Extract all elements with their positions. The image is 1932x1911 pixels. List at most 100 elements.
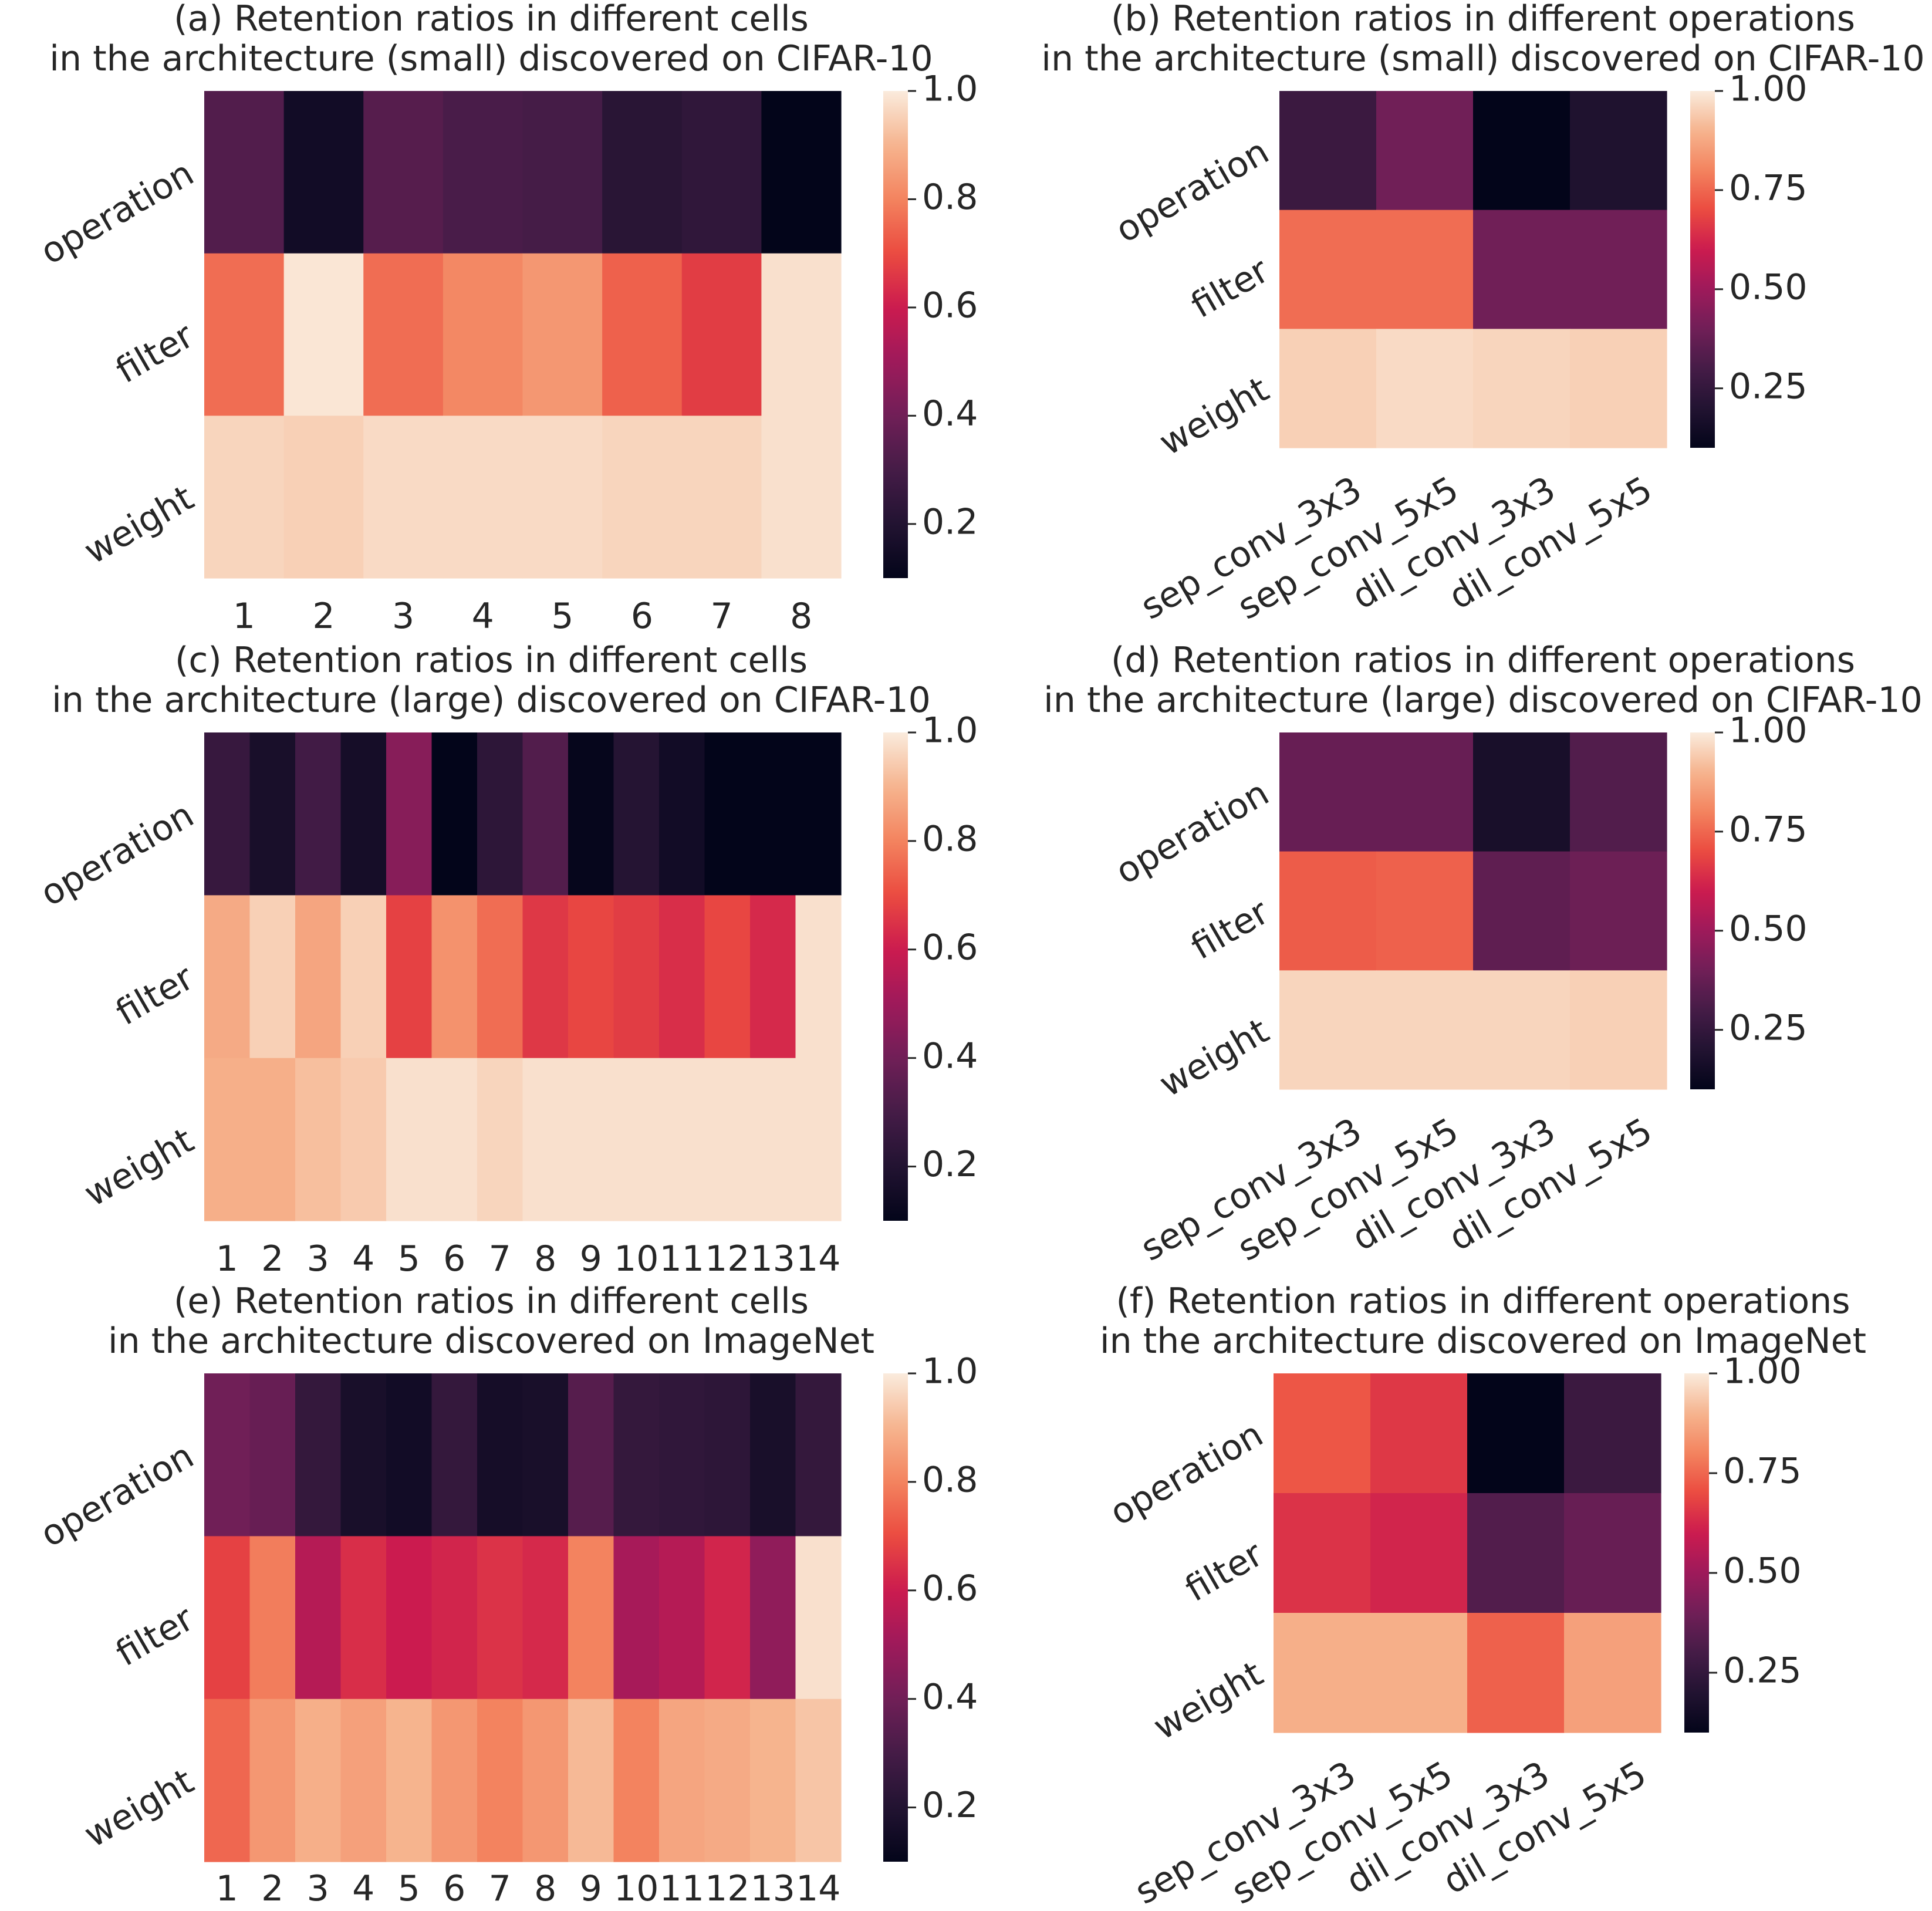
colorbar [1690, 732, 1715, 1089]
row-label: filter [1184, 892, 1276, 968]
heatmap-cell [761, 416, 842, 579]
heatmap-cell [750, 732, 796, 896]
row-label: filter [1184, 250, 1276, 327]
heatmap-cell [1274, 1373, 1371, 1494]
heatmap-cell [750, 895, 796, 1059]
heatmap-cell [1570, 210, 1667, 329]
heatmap-cell [204, 1058, 251, 1221]
heatmap-cell [1570, 91, 1667, 211]
heatmap-cell [340, 895, 387, 1059]
col-label: 9 [580, 1868, 602, 1909]
colorbar-tick-label: 0.25 [1729, 1007, 1808, 1048]
col-label: 6 [443, 1868, 465, 1909]
heatmap-cell [1279, 210, 1377, 329]
col-label: 5 [398, 1238, 420, 1279]
heatmap-cell [295, 732, 342, 896]
heatmap-cell [704, 1373, 751, 1537]
colorbar-tick-label: 0.8 [922, 177, 978, 218]
col-label: 10 [614, 1238, 658, 1279]
heatmap-cell [659, 895, 705, 1059]
heatmap-cell [340, 732, 387, 896]
col-label: 7 [489, 1238, 511, 1279]
row-label: operation [33, 153, 200, 273]
heatmap-cell [386, 732, 433, 896]
heatmap-cell [431, 1373, 478, 1537]
col-label: 1 [233, 596, 255, 637]
heatmap-cell [522, 416, 603, 579]
heatmap-cell [249, 732, 296, 896]
row-label: operation [33, 794, 200, 914]
heatmap-cell [340, 1699, 387, 1862]
heatmap-cell [249, 1373, 296, 1537]
panel-c: (c) Retention ratios in different cellsi… [33, 640, 978, 1279]
heatmap-cell [386, 895, 433, 1059]
heatmap-cell [1274, 1493, 1371, 1613]
heatmap-cell [295, 895, 342, 1059]
colorbar-tick-label: 0.25 [1723, 1650, 1802, 1691]
heatmap-cell [602, 253, 683, 416]
heatmap-cell [1376, 91, 1474, 211]
colorbar-tick-label: 0.75 [1729, 167, 1808, 208]
colorbar-tick-label: 0.50 [1729, 908, 1808, 949]
heatmap-cell [1473, 91, 1570, 211]
colorbar-tick-label: 0.6 [922, 1568, 978, 1609]
heatmap-cell [1376, 210, 1474, 329]
heatmap-cell [443, 91, 523, 254]
row-label: weight [77, 477, 201, 572]
col-label: 4 [472, 596, 494, 637]
heatmap-cell [204, 416, 285, 579]
heatmap-cell [295, 1536, 342, 1700]
heatmap-cell [283, 253, 364, 416]
heatmap-cell [283, 416, 364, 579]
heatmap-cell [602, 91, 683, 254]
heatmap-cell [704, 1058, 751, 1221]
colorbar-tick-label: 0.75 [1723, 1451, 1802, 1492]
heatmap-cell [1376, 970, 1474, 1090]
row-label: weight [1153, 369, 1276, 464]
heatmap-cell [795, 895, 842, 1059]
row-label: filter [109, 1598, 201, 1675]
chart-title-line: in the architecture discovered on ImageN… [1100, 1321, 1866, 1362]
heatmap-cell [204, 1373, 251, 1537]
heatmap-cell [283, 91, 364, 254]
heatmap-cell [386, 1699, 433, 1862]
panel-d: (d) Retention ratios in different operat… [1043, 640, 1923, 1270]
col-label: 2 [312, 596, 335, 637]
heatmap-cell [1570, 970, 1667, 1090]
chart-title-line: (f) Retention ratios in different operat… [1116, 1281, 1850, 1322]
heatmap-cell [1376, 329, 1474, 448]
heatmap-cell [568, 1536, 614, 1700]
colorbar [883, 732, 908, 1221]
heatmap-cell [704, 1699, 751, 1862]
row-label: weight [1153, 1010, 1276, 1105]
heatmap-cell [363, 416, 444, 579]
colorbar-tick-label: 0.50 [1723, 1551, 1802, 1592]
col-label: 8 [790, 596, 812, 637]
heatmap-cell [477, 732, 523, 896]
heatmap-cell [522, 1373, 569, 1537]
panel-a: (a) Retention ratios in different cellsi… [33, 0, 978, 637]
chart-title-line: in the architecture discovered on ImageN… [108, 1321, 874, 1362]
colorbar-tick-label: 0.4 [922, 1035, 978, 1076]
heatmap-cell [477, 1373, 523, 1537]
heatmap-cell [477, 1699, 523, 1862]
heatmap-cell [795, 1058, 842, 1221]
colorbar-tick-label: 0.2 [922, 1785, 978, 1826]
heatmap-cell [659, 1058, 705, 1221]
heatmap-cell [1370, 1613, 1468, 1733]
col-label: 11 [660, 1238, 704, 1279]
colorbar [1690, 91, 1715, 448]
heatmap-cell [568, 1373, 614, 1537]
heatmap-cell [1376, 851, 1474, 971]
heatmap-cell [1564, 1373, 1661, 1494]
col-label: 14 [796, 1238, 840, 1279]
heatmap-cell [204, 1536, 251, 1700]
heatmap-cell [568, 732, 614, 896]
col-label: 7 [489, 1868, 511, 1909]
row-label: weight [77, 1120, 201, 1215]
heatmap-cell [1467, 1613, 1565, 1733]
panel-f: (f) Retention ratios in different operat… [1100, 1281, 1866, 1911]
colorbar-tick-label: 0.75 [1729, 809, 1808, 850]
heatmap-cell [613, 1058, 660, 1221]
